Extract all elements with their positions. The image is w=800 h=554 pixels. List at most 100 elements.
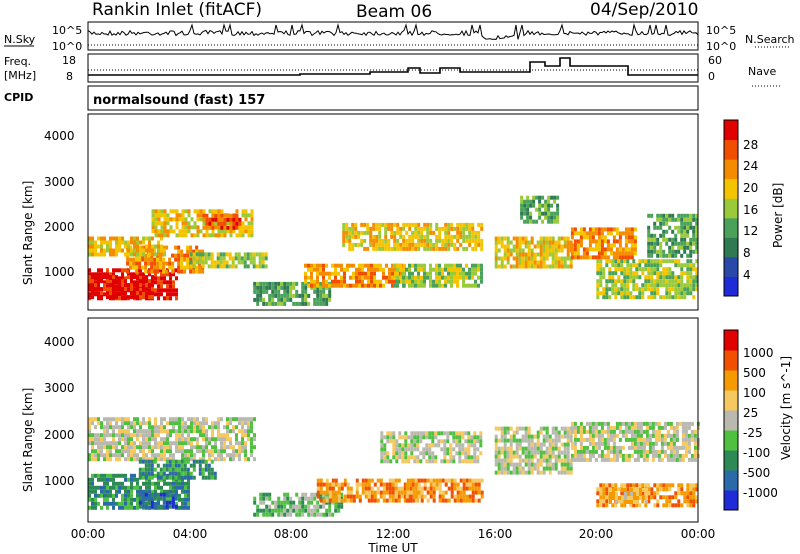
power-cell	[351, 226, 355, 231]
velocity-cell	[630, 488, 633, 492]
velocity-cell	[391, 494, 395, 499]
velocity-cell	[651, 433, 655, 438]
power-cell	[623, 259, 627, 264]
velocity-cell	[106, 501, 109, 506]
velocity-cell	[606, 453, 610, 458]
power-cell	[629, 291, 633, 296]
velocity-cell	[512, 462, 516, 467]
velocity-cell	[605, 499, 609, 504]
velocity-cell	[395, 447, 399, 452]
power-cell	[662, 295, 666, 300]
velocity-cell	[410, 443, 414, 448]
power-cell	[638, 263, 642, 268]
power-cell	[220, 221, 224, 226]
velocity-cell	[171, 467, 175, 472]
power-cell	[524, 252, 528, 257]
velocity-cell	[174, 459, 178, 464]
power-cell	[551, 260, 555, 265]
power-cell	[629, 275, 633, 280]
power-cell	[477, 242, 481, 247]
velocity-cell	[265, 512, 269, 517]
power-cell	[261, 264, 265, 269]
velocity-cell	[618, 453, 622, 458]
velocity-cell	[554, 434, 558, 439]
power-cell	[542, 252, 546, 257]
power-cell	[520, 215, 524, 220]
power-cell	[369, 238, 373, 243]
power-cell	[462, 226, 466, 231]
power-cell	[650, 271, 654, 276]
velocity-cell	[464, 451, 468, 456]
velocity-cell	[106, 425, 109, 430]
power-cell	[677, 263, 681, 268]
power-cell	[369, 234, 373, 239]
velocity-cell	[633, 492, 636, 496]
velocity-cell	[512, 454, 516, 459]
velocity-cell	[142, 489, 145, 494]
velocity-cell	[163, 417, 166, 422]
station-title: Rankin Inlet (fitACF)	[92, 0, 262, 20]
velocity-cell	[187, 437, 190, 442]
velocity-cell	[202, 445, 205, 450]
velocity-cell	[192, 459, 196, 464]
velocity-cell	[136, 505, 139, 510]
velocity-cell	[175, 489, 178, 494]
velocity-cell	[689, 499, 693, 504]
power-cell	[213, 260, 217, 265]
velocity-cell	[127, 433, 130, 438]
power-cell	[520, 195, 524, 200]
power-cell	[621, 255, 625, 260]
power-cell	[576, 247, 580, 252]
velocity-cell	[414, 486, 418, 491]
velocity-cell	[569, 466, 573, 471]
velocity-cell	[521, 426, 525, 431]
power-cell	[139, 291, 142, 296]
velocity-cell	[404, 443, 408, 448]
power-cell	[459, 267, 462, 272]
power-cell	[450, 226, 454, 231]
power-cell	[160, 225, 164, 230]
velocity-cell	[112, 453, 115, 458]
velocity-cell	[88, 433, 91, 438]
power-cell	[599, 275, 603, 280]
velocity-cell	[663, 453, 667, 458]
velocity-cell	[112, 481, 115, 486]
velocity-cell	[250, 441, 253, 446]
power-cell	[280, 293, 284, 298]
velocity-cell	[530, 458, 534, 463]
power-cell	[222, 264, 226, 269]
velocity-cell	[181, 417, 184, 422]
velocity-cell	[340, 500, 344, 505]
velocity-cell	[379, 490, 383, 495]
velocity-cell	[202, 425, 205, 430]
power-cell	[585, 231, 589, 236]
velocity-cell	[180, 471, 184, 476]
power-cell	[340, 279, 343, 284]
velocity-cell	[184, 481, 187, 486]
velocity-cell	[414, 478, 418, 483]
power-cell	[435, 275, 438, 280]
power-cell	[497, 240, 501, 245]
velocity-cell	[432, 494, 436, 499]
velocity-cell	[139, 429, 142, 434]
power-cell	[494, 244, 498, 249]
velocity-cell	[506, 438, 510, 443]
power-cell	[576, 255, 580, 260]
power-cell	[247, 225, 251, 230]
power-cell	[674, 217, 678, 222]
power-cell	[381, 246, 385, 251]
power-cell	[151, 217, 155, 222]
cpid-strip-frame	[87, 85, 699, 111]
velocity-cell	[548, 450, 552, 455]
velocity-cell	[184, 501, 187, 506]
power-cell	[195, 256, 199, 261]
velocity-cell	[536, 446, 540, 451]
velocity-cell	[247, 417, 250, 422]
power-cell	[220, 217, 224, 222]
velocity-cell	[106, 457, 109, 462]
velocity-cell	[671, 483, 675, 488]
velocity-cell	[687, 449, 691, 454]
power-cell	[429, 283, 432, 288]
velocity-cell	[548, 466, 552, 471]
velocity-cell	[551, 454, 555, 459]
